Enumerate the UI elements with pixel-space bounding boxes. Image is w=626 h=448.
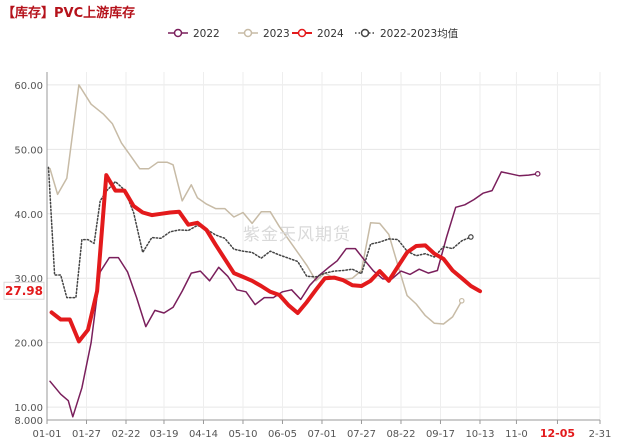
series-line-2022-2023均值 bbox=[47, 166, 472, 299]
y-tick-label: 30.00 bbox=[14, 274, 43, 285]
x-tick-label: 07-01 bbox=[307, 429, 336, 440]
x-tick-label: 2-31 bbox=[589, 429, 612, 440]
series-endpoint-2023 bbox=[458, 297, 465, 304]
x-tick-label: 11-0 bbox=[505, 429, 528, 440]
y-tick-label: 50.00 bbox=[14, 145, 43, 156]
legend-label-2024: 2024 bbox=[317, 28, 344, 40]
x-tick-label: 07-27 bbox=[347, 429, 376, 440]
x-tick-label: 06-05 bbox=[268, 429, 297, 440]
series-line-2023 bbox=[49, 84, 463, 325]
x-tick-label: 02-22 bbox=[111, 429, 140, 440]
x-tick-label: 01-01 bbox=[32, 429, 61, 440]
x-tick-label: 09-17 bbox=[426, 429, 455, 440]
x-tick-label: 10-13 bbox=[465, 429, 494, 440]
current-value-box bbox=[3, 281, 45, 300]
x-tick-label: 04-14 bbox=[189, 429, 218, 440]
current-value-label: 27.98 bbox=[5, 284, 43, 298]
x-tick-label: 05-10 bbox=[228, 429, 257, 440]
x-tick-label: 08-22 bbox=[386, 429, 415, 440]
x-tick-label: 01-27 bbox=[72, 429, 101, 440]
series-endpoint-2022-2023均值 bbox=[468, 234, 474, 240]
legend-marker-2024 bbox=[297, 28, 307, 38]
legend-label-2022: 2022 bbox=[193, 28, 220, 40]
legend-label-2023: 2023 bbox=[263, 28, 290, 40]
legend-marker-2023 bbox=[243, 28, 253, 38]
series-endpoint-2022 bbox=[534, 171, 541, 177]
y-tick-label: 40.00 bbox=[14, 210, 43, 221]
series-line-2024 bbox=[49, 173, 482, 344]
y-tick-label: 10.00 bbox=[14, 403, 43, 414]
y-tick-label: 8.000 bbox=[14, 416, 43, 427]
legend-marker-2022 bbox=[173, 28, 183, 38]
series-line-2022 bbox=[49, 171, 539, 418]
watermark: 紫金天风期货 bbox=[243, 225, 351, 245]
legend-label-2022-2023均值: 2022-2023均值 bbox=[380, 27, 459, 40]
chart-title: 【库存】PVC上游库存 bbox=[2, 6, 136, 21]
legend-marker-2022-2023均值 bbox=[360, 28, 370, 38]
y-tick-label: 60.00 bbox=[14, 81, 43, 92]
x-tick-label: 03-19 bbox=[149, 429, 178, 440]
y-tick-label: 20.00 bbox=[14, 339, 43, 350]
x-tick-label: 12-05 bbox=[540, 427, 575, 440]
